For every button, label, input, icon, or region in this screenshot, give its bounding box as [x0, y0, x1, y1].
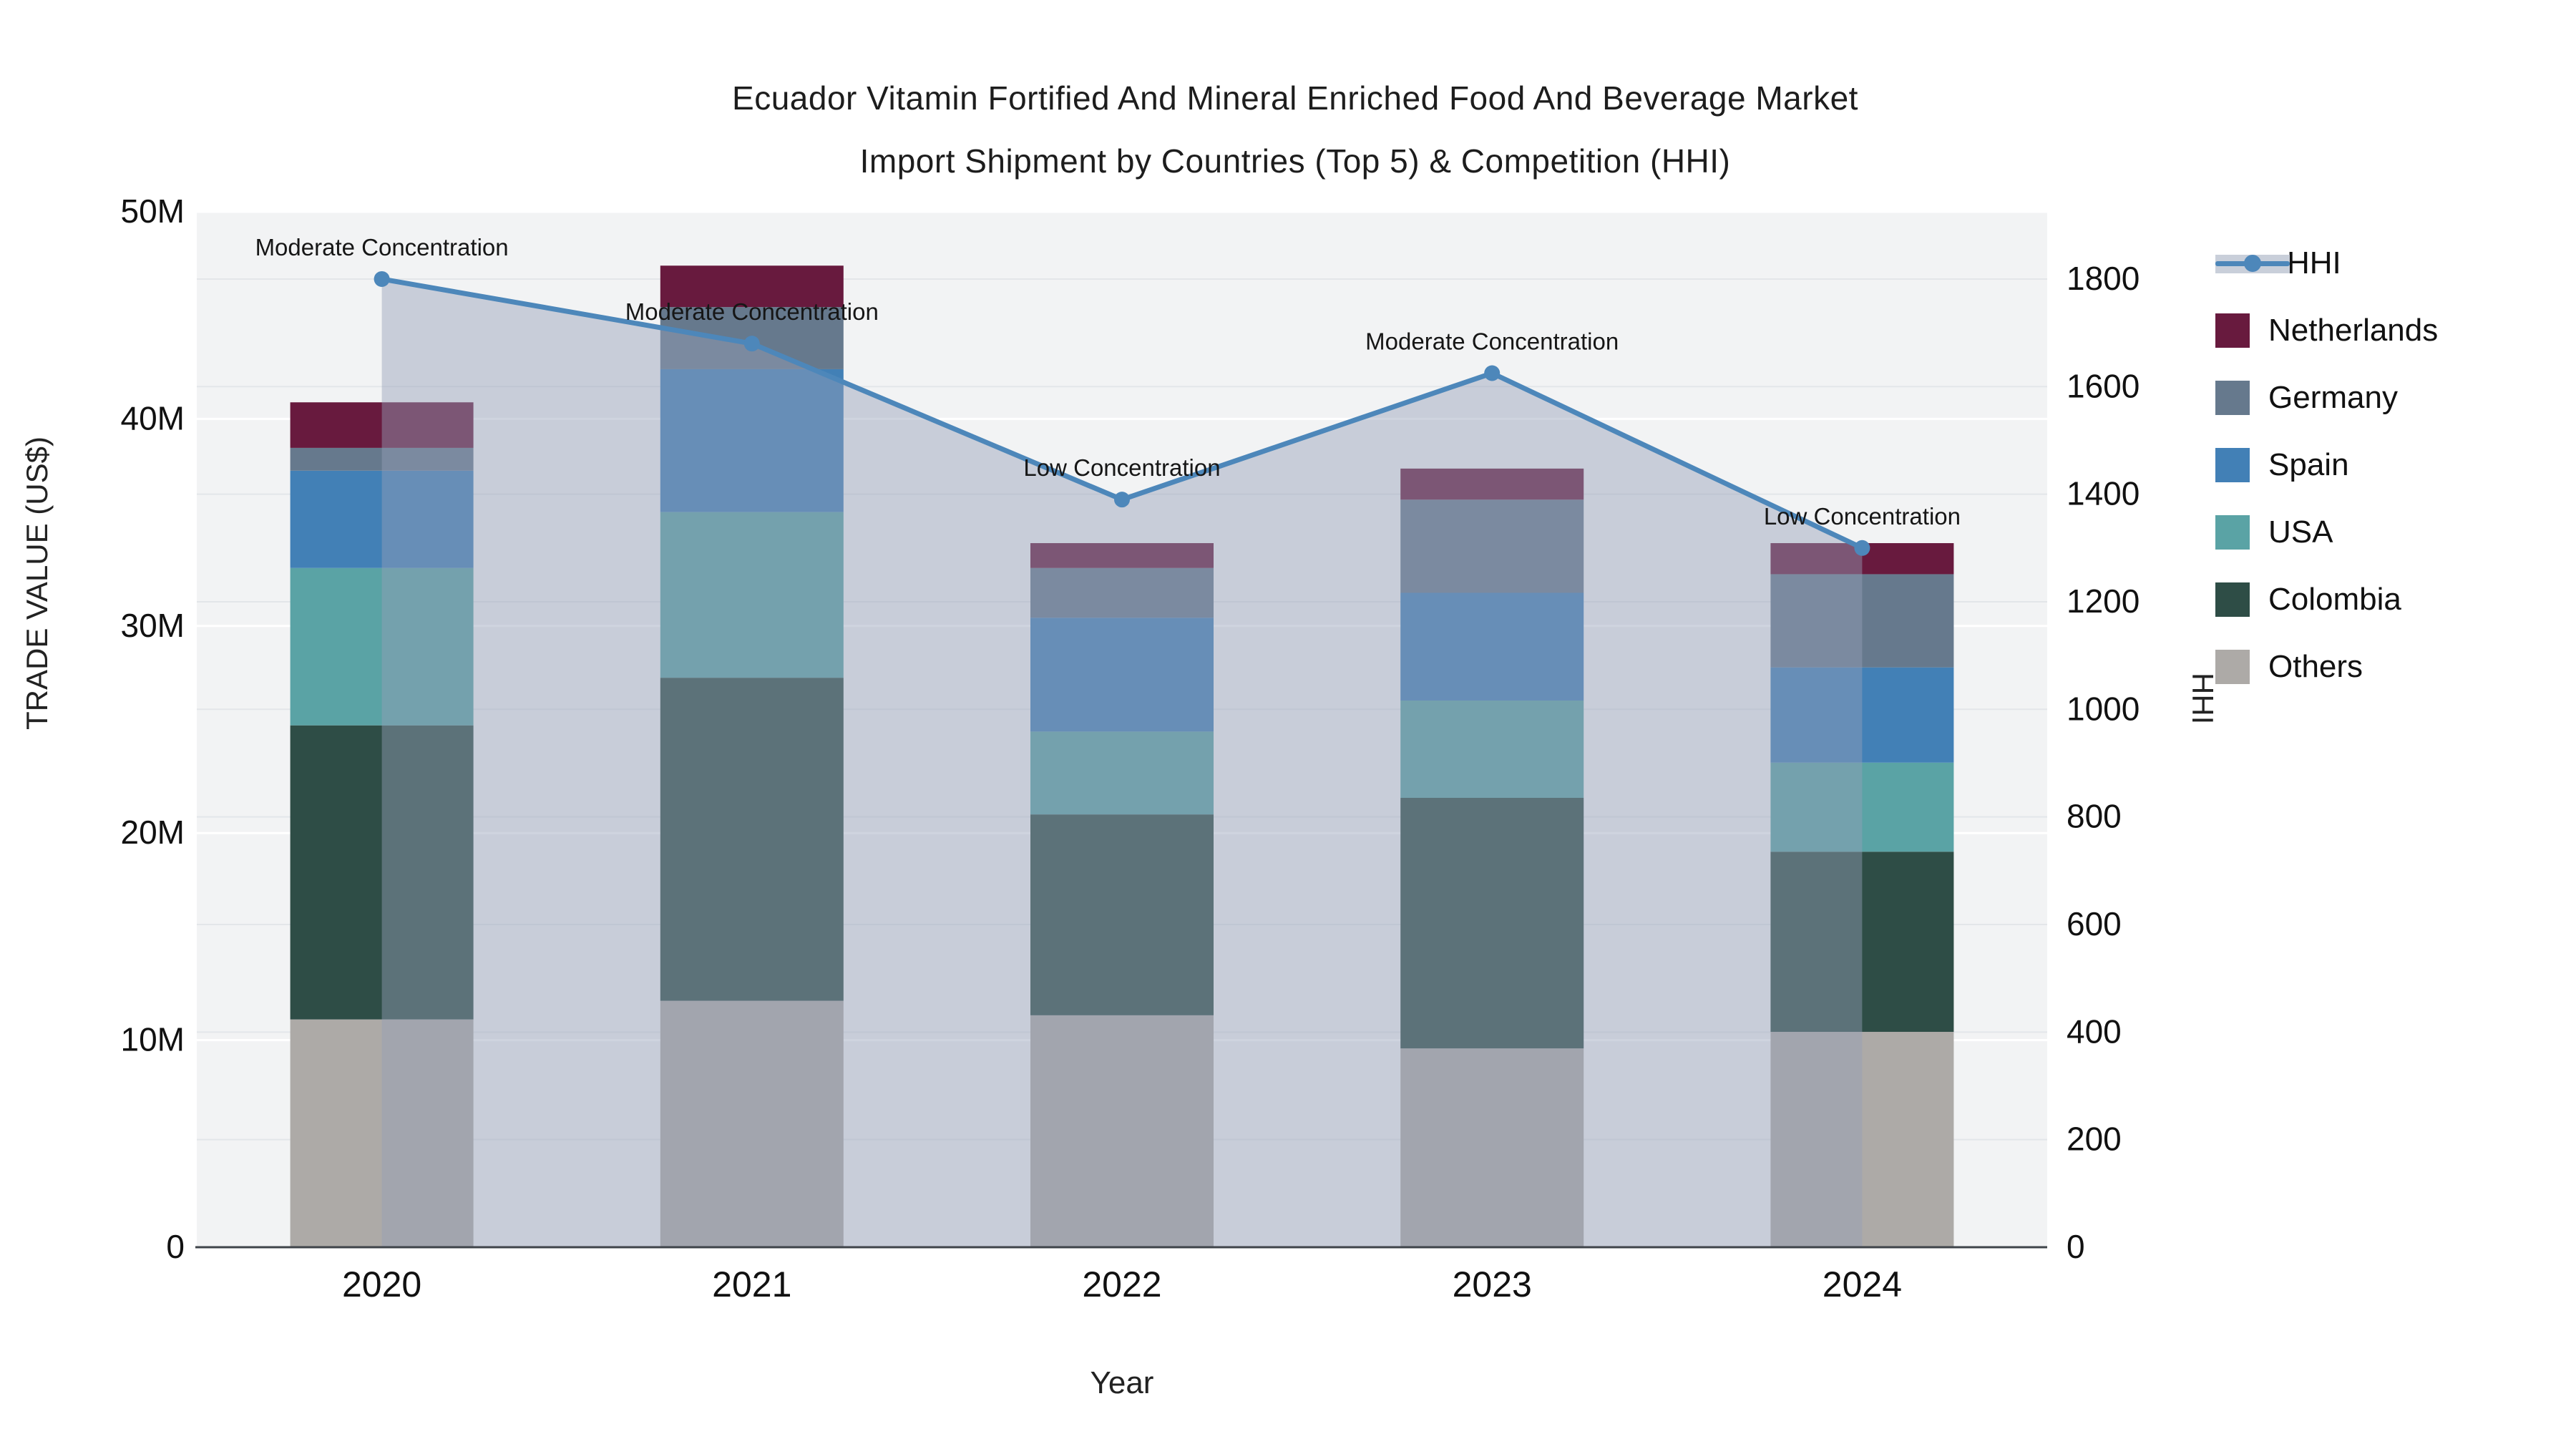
- hhi-marker-2020[interactable]: [374, 270, 390, 287]
- annotation-2021: Moderate Concentration: [625, 298, 879, 325]
- bar-segment-netherlands-2022[interactable]: [1030, 543, 1214, 568]
- y-right-tick-label: 1600: [2067, 367, 2140, 404]
- bar-segment-others-2022[interactable]: [1030, 1015, 1214, 1247]
- netherlands-swatch-icon: [2215, 313, 2250, 348]
- annotation-2022: Low Concentration: [1023, 454, 1220, 481]
- y-left-tick-label: 40M: [121, 399, 185, 436]
- y-left-tick-label: 50M: [121, 192, 185, 230]
- chart-title-line1: Ecuador Vitamin Fortified And Mineral En…: [732, 79, 1858, 117]
- bar-segment-others-2021[interactable]: [660, 1000, 844, 1247]
- annotation-2023: Moderate Concentration: [1365, 328, 1619, 355]
- spain-swatch-icon: [2215, 448, 2250, 482]
- bar-segment-colombia-2023[interactable]: [1400, 798, 1584, 1049]
- annotation-2020: Moderate Concentration: [255, 234, 509, 260]
- y-right-tick-label: 1200: [2067, 582, 2140, 620]
- bar-segment-colombia-2022[interactable]: [1030, 814, 1214, 1015]
- x-tick-label: 2024: [1823, 1264, 1902, 1304]
- legend-item-spain[interactable]: Spain: [2215, 442, 2438, 488]
- bar-segment-germany-2020[interactable]: [290, 447, 474, 471]
- bar-segment-spain-2022[interactable]: [1030, 618, 1214, 732]
- x-tick-label: 2020: [342, 1264, 421, 1304]
- chart-title-line2: Import Shipment by Countries (Top 5) & C…: [859, 142, 1731, 180]
- x-tick-label: 2023: [1453, 1264, 1532, 1304]
- others-swatch-icon: [2215, 650, 2250, 684]
- y-left-tick-label: 0: [166, 1228, 185, 1265]
- hhi-marker-2024[interactable]: [1854, 540, 1870, 556]
- bar-segment-spain-2020[interactable]: [290, 470, 474, 568]
- y-right-tick-label: 400: [2067, 1013, 2122, 1050]
- bar-segment-others-2020[interactable]: [290, 1019, 474, 1247]
- hhi-marker-2022[interactable]: [1114, 492, 1130, 508]
- legend-label: Colombia: [2268, 582, 2401, 617]
- bar-segment-netherlands-2021[interactable]: [660, 265, 844, 308]
- legend-item-germany[interactable]: Germany: [2215, 375, 2438, 421]
- bar-segment-netherlands-2020[interactable]: [290, 402, 474, 448]
- bar-segment-spain-2021[interactable]: [660, 369, 844, 512]
- legend-item-colombia[interactable]: Colombia: [2215, 577, 2438, 623]
- legend-label: Germany: [2268, 380, 2398, 415]
- legend-item-usa[interactable]: USA: [2215, 509, 2438, 555]
- usa-swatch-icon: [2215, 515, 2250, 550]
- x-tick-label: 2022: [1082, 1264, 1161, 1304]
- legend-label: Others: [2268, 649, 2363, 684]
- bar-segment-usa-2023[interactable]: [1400, 700, 1584, 799]
- legend-label: USA: [2268, 514, 2333, 550]
- colombia-swatch-icon: [2215, 582, 2250, 617]
- legend: HHI Netherlands Germany Spain USA Colomb…: [2215, 240, 2438, 690]
- bar-segment-colombia-2024[interactable]: [1770, 852, 1954, 1033]
- y-right-tick-label: 0: [2067, 1228, 2085, 1265]
- legend-item-others[interactable]: Others: [2215, 644, 2438, 690]
- y-right-tick-label: 1800: [2067, 260, 2140, 297]
- y-right-tick-label: 200: [2067, 1121, 2122, 1158]
- germany-swatch-icon: [2215, 381, 2250, 415]
- bar-segment-germany-2024[interactable]: [1770, 574, 1954, 668]
- y-right-tick-label: 1400: [2067, 475, 2140, 512]
- bar-segment-germany-2023[interactable]: [1400, 499, 1584, 593]
- y-left-tick-label: 10M: [121, 1021, 185, 1058]
- hhi-line-swatch-icon: [2215, 246, 2290, 280]
- legend-label: HHI: [2287, 245, 2341, 280]
- bar-segment-usa-2020[interactable]: [290, 567, 474, 726]
- bar-segment-usa-2022[interactable]: [1030, 731, 1214, 815]
- bar-segment-others-2023[interactable]: [1400, 1048, 1584, 1247]
- bar-segment-netherlands-2023[interactable]: [1400, 468, 1584, 500]
- y-left-tick-label: 30M: [121, 607, 185, 644]
- bar-segment-colombia-2020[interactable]: [290, 725, 474, 1020]
- bar-segment-colombia-2021[interactable]: [660, 678, 844, 1001]
- bar-segment-germany-2022[interactable]: [1030, 567, 1214, 618]
- hhi-marker-2021[interactable]: [743, 336, 760, 352]
- annotation-2024: Low Concentration: [1764, 503, 1961, 530]
- hhi-marker-2023[interactable]: [1484, 365, 1501, 381]
- y-left-tick-label: 20M: [121, 814, 185, 851]
- y-right-tick-label: 1000: [2067, 690, 2140, 727]
- legend-label: Netherlands: [2268, 313, 2439, 348]
- bar-segment-spain-2023[interactable]: [1400, 592, 1584, 701]
- bar-segment-usa-2024[interactable]: [1770, 762, 1954, 852]
- bar-segment-usa-2021[interactable]: [660, 512, 844, 678]
- y-right-tick-label: 600: [2067, 905, 2122, 942]
- hhi-area-fill: [381, 278, 1863, 1247]
- bar-segment-spain-2024[interactable]: [1770, 667, 1954, 763]
- legend-item-netherlands[interactable]: Netherlands: [2215, 308, 2438, 353]
- y-right-tick-label: 800: [2067, 798, 2122, 835]
- bar-segment-others-2024[interactable]: [1770, 1032, 1954, 1247]
- legend-label: Spain: [2268, 447, 2349, 482]
- legend-item-hhi[interactable]: HHI: [2215, 240, 2438, 286]
- x-axis-title: Year: [1090, 1365, 1154, 1400]
- x-tick-label: 2021: [712, 1264, 791, 1304]
